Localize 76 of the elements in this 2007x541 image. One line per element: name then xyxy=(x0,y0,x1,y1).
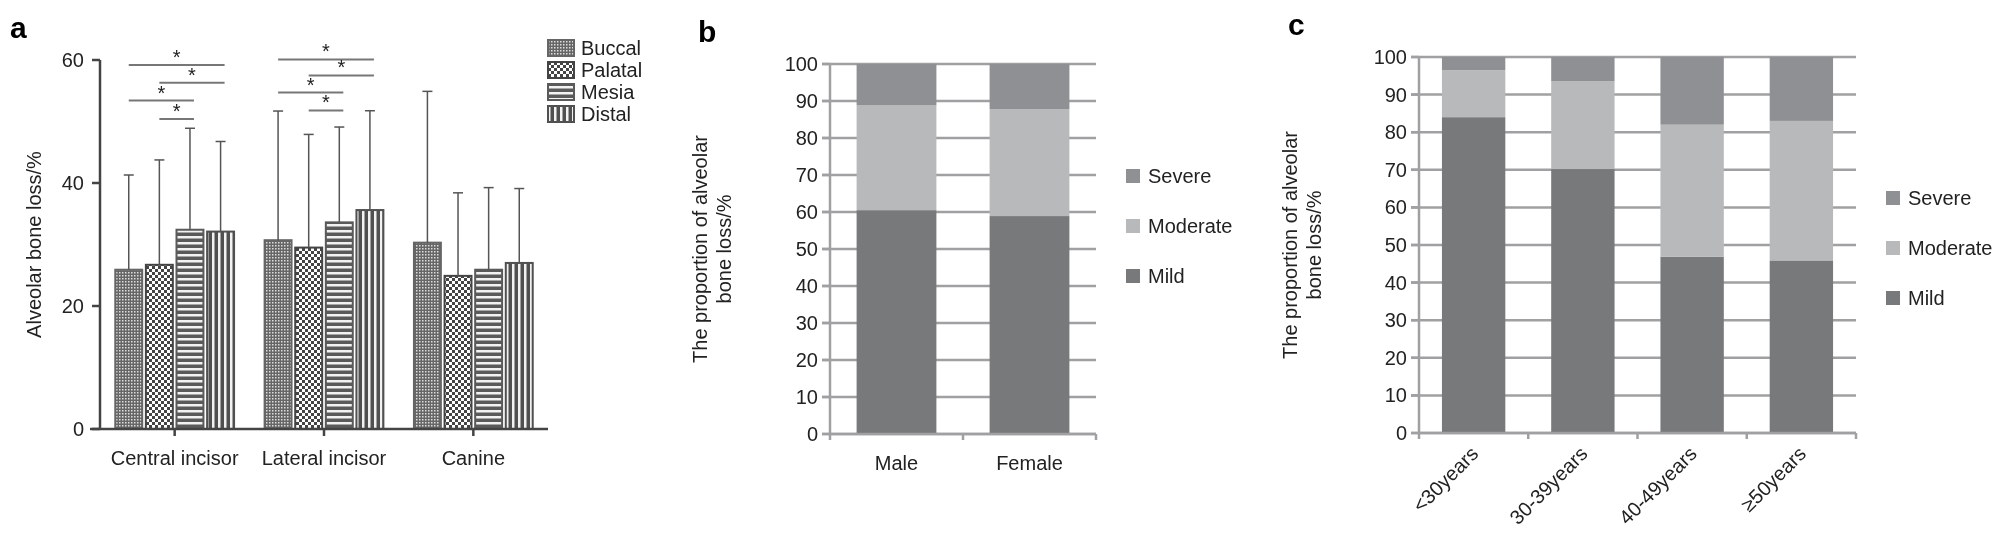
bar xyxy=(856,105,937,211)
legend-label: Mesia xyxy=(581,81,636,103)
x-tick-label: Male xyxy=(874,452,919,474)
legend-label: Mild xyxy=(1148,265,1185,287)
y-tick-label: 70 xyxy=(795,164,818,186)
bar xyxy=(1441,117,1506,433)
y-tick-label: 40 xyxy=(61,172,84,194)
y-tick-label: 20 xyxy=(1384,346,1407,369)
bar xyxy=(114,268,144,430)
bar xyxy=(412,241,442,430)
y-tick-label: 60 xyxy=(795,201,818,223)
y-tick-label: 100 xyxy=(1373,46,1407,68)
annotation: * xyxy=(322,91,331,114)
legend-label: Moderate xyxy=(1148,215,1233,237)
bar xyxy=(989,109,1070,217)
y-tick-label: 0 xyxy=(806,423,818,445)
y-tick-label: 40 xyxy=(795,275,818,297)
legend-label: Severe xyxy=(1148,165,1212,187)
y-tick-label: 80 xyxy=(1384,121,1407,144)
legend-label: Palatal xyxy=(581,59,643,81)
y-tick-label: 30 xyxy=(795,312,818,334)
y-tick-label: 0 xyxy=(1395,422,1407,444)
y-tick-label: 50 xyxy=(795,238,818,260)
bar xyxy=(1441,57,1506,71)
legend-label: Moderate xyxy=(1908,237,1993,259)
bar xyxy=(1769,120,1834,261)
bar xyxy=(1441,70,1506,118)
bar xyxy=(1551,57,1615,82)
bar xyxy=(989,216,1070,434)
x-tick-label: Canine xyxy=(441,447,506,469)
y-tick-label: 60 xyxy=(61,49,84,71)
y-axis-title: The proportion of alveolar bone loss/% xyxy=(1279,130,1325,359)
legend-label: Severe xyxy=(1908,187,1972,209)
y-tick-label: 20 xyxy=(61,295,84,317)
y-axis-title: Alveolar bone loss/% xyxy=(23,150,45,338)
annotation: * xyxy=(306,73,315,96)
chart-title: b xyxy=(698,15,717,48)
bar xyxy=(1660,57,1724,125)
annotation: * xyxy=(157,81,166,104)
annotation: * xyxy=(172,45,181,68)
y-tick-label: 100 xyxy=(784,53,818,75)
legend-label: Buccal xyxy=(581,37,642,59)
y-tick-label: 40 xyxy=(1384,271,1407,294)
bar xyxy=(1660,124,1724,257)
y-tick-label: 90 xyxy=(795,90,818,112)
bar xyxy=(1769,57,1834,121)
annotation: * xyxy=(337,56,346,79)
y-axis-title: The proportion of alveolar bone loss/% xyxy=(689,134,735,363)
y-tick-label: 20 xyxy=(795,349,818,371)
x-tick-label: Female xyxy=(996,452,1063,474)
bar xyxy=(856,64,937,106)
y-tick-label: 0 xyxy=(72,418,84,440)
y-tick-label: 50 xyxy=(1384,234,1407,256)
legend-label: Distal xyxy=(581,103,632,125)
bar xyxy=(1769,260,1834,433)
bar xyxy=(1551,81,1615,170)
chart-title: c xyxy=(1288,8,1305,41)
y-tick-label: 70 xyxy=(1384,158,1407,181)
bar xyxy=(263,239,293,430)
bar xyxy=(1660,256,1724,433)
annotation: * xyxy=(188,63,197,86)
x-tick-label: Lateral incisor xyxy=(261,447,387,469)
legend-label: Mild xyxy=(1908,287,1945,309)
bar xyxy=(1551,169,1615,433)
y-tick-label: 60 xyxy=(1384,196,1407,219)
y-tick-label: 10 xyxy=(1384,384,1407,407)
y-tick-label: 80 xyxy=(795,127,818,149)
annotation: * xyxy=(322,40,331,63)
bar xyxy=(989,64,1070,110)
x-tick-label: Central incisor xyxy=(110,447,239,469)
bar xyxy=(856,210,937,434)
y-tick-label: 30 xyxy=(1384,309,1407,332)
annotation: * xyxy=(172,100,181,123)
chart-title: a xyxy=(10,11,27,44)
y-tick-label: 90 xyxy=(1384,83,1407,106)
y-tick-label: 10 xyxy=(795,386,818,408)
